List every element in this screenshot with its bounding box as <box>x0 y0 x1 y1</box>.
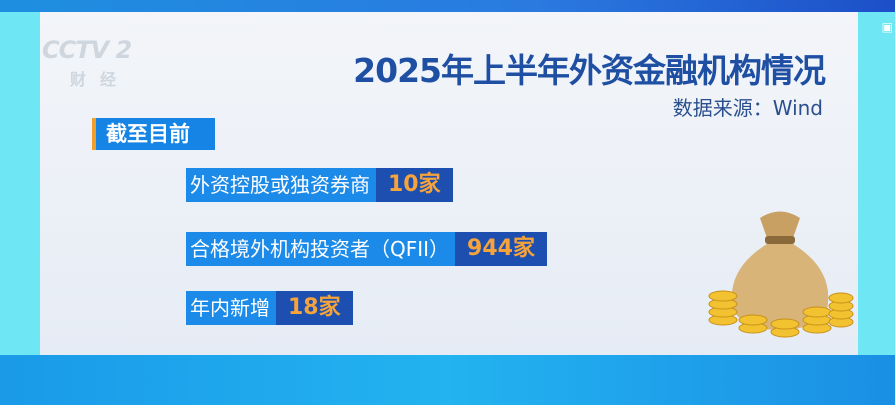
stat-label: 合格境外机构投资者（QFII） <box>186 232 456 266</box>
stat-row: 年内新增 18家 <box>186 291 353 325</box>
logo-text: CCTV 2 <box>42 36 132 64</box>
stat-row: 外资控股或独资券商 10家 <box>186 168 453 202</box>
stat-row: 合格境外机构投资者（QFII） 944家 <box>186 232 547 266</box>
stat-value: 18家 <box>276 291 353 325</box>
data-source: 数据来源：Wind <box>672 96 823 120</box>
stat-value: 944家 <box>455 232 547 266</box>
top-banner <box>0 0 895 12</box>
logo-subtext: 财经 <box>70 70 131 89</box>
stat-value: 10家 <box>376 168 453 202</box>
bottom-banner <box>0 355 895 405</box>
section-label: 截至目前 <box>92 118 215 150</box>
stat-label: 外资控股或独资券商 <box>186 168 376 202</box>
page-title: 2025年上半年外资金融机构情况 <box>353 51 826 90</box>
channel-logo: CCTV 2 财经 <box>42 36 132 90</box>
money-bag-icon <box>708 211 854 338</box>
stat-label: 年内新增 <box>186 291 276 325</box>
corner-icon: ▣ <box>881 20 893 34</box>
